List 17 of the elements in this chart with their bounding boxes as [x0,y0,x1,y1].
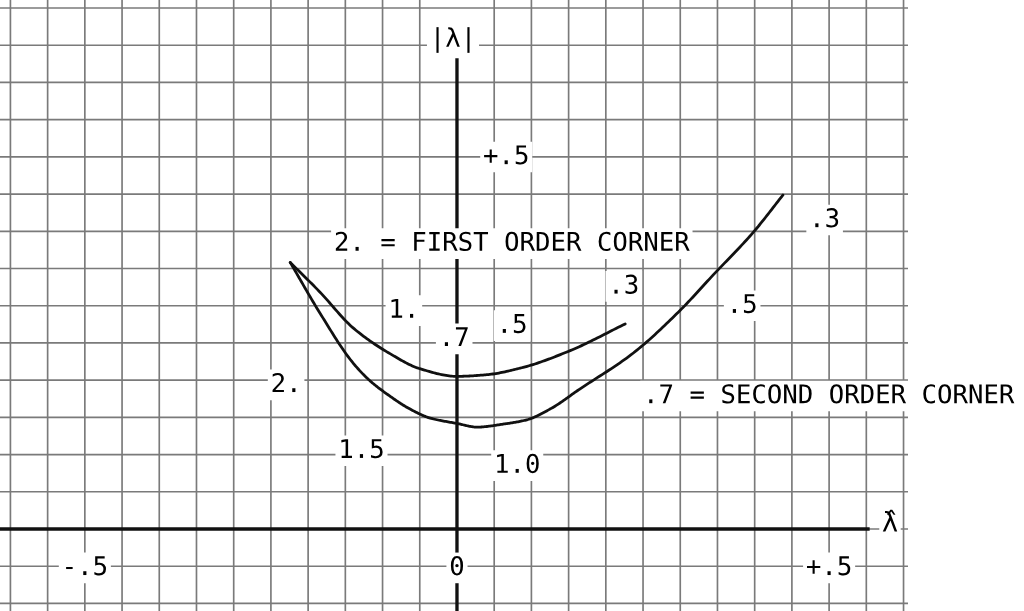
annotation: 1.0 [497,453,539,474]
text: |λ| [436,27,470,53]
x-axis-title: λ̂ [882,509,898,532]
annotation: 1. [391,299,414,318]
x-tick-label: -.5 [66,556,106,576]
annotation: 2. = FIRST ORDER CORNER [335,231,690,252]
annotation: 2. [272,372,296,393]
annotation: .7 [444,327,468,347]
annotation: .3 [815,208,839,228]
x-tick-label: 0 [450,555,464,576]
annotation: .5 [502,314,526,334]
annotation: .7 = SECOND ORDER CORNER [649,384,1015,404]
x-tick-label: +.5 [807,556,851,576]
text: +.5 [484,145,528,165]
annotation: .3 [614,274,638,294]
annotation: .5 [732,294,756,314]
annotation: 1.5 [341,439,383,459]
